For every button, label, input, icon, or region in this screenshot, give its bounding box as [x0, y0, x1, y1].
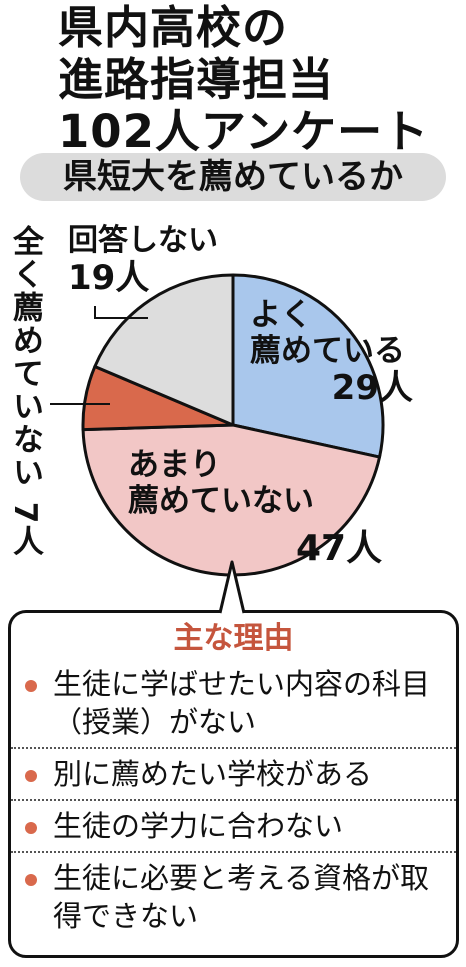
leader-line-kaitou: [94, 306, 148, 319]
slice-label-amari-line1: あまり: [128, 447, 221, 483]
slice-value-kaitou: 19人: [68, 257, 150, 298]
slice-label-amari-line2: 薦めていない: [128, 482, 314, 519]
reasons-title: 主な理由: [173, 621, 294, 656]
chart-subtitle: 県短大を薦めているか: [20, 153, 446, 201]
reason-text: 生徒に必要と考える資格が取得できない: [53, 861, 430, 933]
reason-text: 別に薦めたい学校がある: [53, 757, 373, 791]
title-line-3: 102人アンケート: [58, 105, 430, 158]
reason-item: 生徒の学力に合わない: [11, 801, 456, 853]
slice-label-amari: あまり 薦めていない: [128, 447, 314, 519]
slice-label-yoku: よく 薦めている 29人: [250, 297, 413, 408]
reason-text: 生徒の学力に合わない: [53, 809, 344, 843]
bullet-icon: [25, 822, 37, 834]
bullet-icon: [25, 680, 37, 692]
title-line-1: 県内高校の: [58, 1, 289, 54]
bullet-icon: [25, 874, 37, 886]
slice-value-amari: 47人: [296, 528, 383, 569]
reason-item: 別に薦めたい学校がある: [11, 749, 456, 801]
reason-text: 生徒に学ばせたい内容の科目（授業）がない: [53, 667, 431, 739]
pie-slice-yoku: [231, 273, 385, 459]
slice-value-yoku: 29人: [331, 368, 413, 409]
slice-label-kaitou: 回答しない 19人: [68, 223, 218, 298]
reason-item: 生徒に必要と考える資格が取得できない: [11, 853, 456, 941]
title-line-2: 進路指導担当: [58, 53, 335, 106]
chart-title: 県内高校の 進路指導担当 102人アンケート: [58, 2, 429, 158]
slice-label-yoku-line1: よく: [250, 297, 312, 333]
slice-label-mattaku: 全く薦めていない 7人: [7, 225, 43, 559]
bullet-icon: [25, 770, 37, 782]
slice-label-kaitou-name: 回答しない: [68, 223, 218, 258]
reason-item: 生徒に学ばせたい内容の科目（授業）がない: [11, 659, 456, 749]
slice-label-yoku-line2: 薦めている: [250, 332, 405, 369]
pie-slice-kaitou: [93, 273, 235, 427]
reasons-box: 主な理由 生徒に学ばせたい内容の科目（授業）がない 別に薦めたい学校がある 生徒…: [8, 610, 459, 958]
